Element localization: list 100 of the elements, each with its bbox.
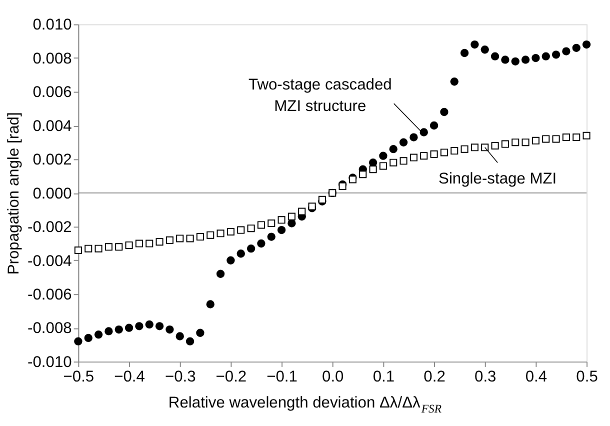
point	[562, 47, 570, 56]
point	[115, 243, 123, 251]
point	[135, 322, 144, 330]
point	[420, 128, 428, 136]
point	[470, 144, 478, 152]
point	[552, 135, 560, 143]
point	[278, 216, 286, 224]
point	[379, 152, 388, 160]
point	[359, 170, 367, 178]
point	[480, 46, 489, 54]
x-tick-label: 0.5	[576, 368, 598, 386]
y-tick-label: 0.004	[32, 118, 72, 135]
point	[84, 334, 92, 342]
point	[552, 50, 560, 59]
point	[582, 132, 590, 140]
x-tick-label: −0.3	[164, 368, 196, 386]
y-tick-label: -0.004	[28, 252, 72, 270]
point	[104, 243, 112, 251]
y-tick-label: -0.002	[28, 219, 72, 236]
annotation: Single-stage MZI	[438, 170, 557, 188]
point	[389, 145, 398, 154]
point	[166, 325, 174, 334]
x-tick-label: 0.3	[474, 368, 496, 386]
point	[268, 220, 276, 228]
point	[410, 154, 418, 162]
point	[379, 162, 387, 170]
point	[125, 241, 133, 249]
y-tick-label: -0.008	[28, 320, 72, 338]
point	[114, 325, 123, 334]
point	[166, 236, 174, 244]
x-tick-label: −0.1	[266, 368, 298, 386]
point	[257, 221, 265, 229]
point	[257, 239, 266, 248]
y-axis-title: Propagation angle [rad]	[6, 112, 23, 275]
point	[572, 134, 580, 142]
point	[186, 234, 194, 242]
point	[206, 231, 214, 239]
point	[246, 244, 256, 253]
point	[146, 240, 154, 248]
point	[277, 226, 286, 234]
point	[460, 48, 469, 58]
x-tick-label: −0.5	[63, 368, 94, 386]
point	[226, 256, 235, 264]
y-tick-label: -0.006	[28, 286, 72, 304]
point	[124, 324, 134, 332]
point	[94, 244, 102, 252]
point	[216, 230, 224, 238]
point	[450, 147, 458, 155]
annotation: Two-stage cascaded MZI structure	[248, 76, 392, 115]
point	[237, 226, 245, 234]
y-tick-label: 0.002	[32, 152, 72, 169]
point	[572, 44, 580, 52]
point	[410, 133, 418, 142]
point	[542, 52, 550, 60]
x-tick-label: −0.2	[216, 368, 247, 386]
point	[390, 158, 398, 166]
point	[84, 244, 92, 252]
point	[196, 328, 204, 337]
point	[104, 327, 113, 336]
point	[135, 240, 143, 248]
point	[247, 224, 255, 232]
point	[74, 337, 82, 346]
point	[206, 300, 214, 308]
y-tick-label: 0.006	[32, 84, 72, 102]
point	[501, 140, 509, 148]
x-tick-label: −0.4	[114, 368, 146, 386]
point	[186, 337, 194, 346]
x-tick-label: 0.2	[424, 368, 446, 386]
point	[176, 234, 184, 242]
point	[440, 148, 448, 156]
point	[450, 78, 458, 86]
point	[74, 246, 82, 254]
point	[176, 332, 184, 340]
point	[430, 150, 438, 158]
y-tick-label: 0.008	[32, 50, 72, 68]
point	[511, 57, 520, 66]
point	[470, 40, 479, 49]
point	[156, 238, 164, 246]
point	[501, 56, 510, 64]
point	[430, 121, 438, 130]
point	[298, 208, 306, 216]
point	[532, 136, 540, 144]
x-tick-label: 0.1	[372, 368, 395, 386]
point	[216, 270, 225, 278]
point	[481, 144, 489, 152]
point	[542, 135, 550, 143]
point	[420, 152, 428, 160]
y-tick-label: 0.010	[32, 16, 72, 34]
point	[521, 56, 530, 64]
point	[399, 138, 408, 146]
point	[145, 320, 154, 329]
point	[532, 54, 540, 62]
point	[236, 250, 245, 258]
point	[400, 157, 408, 165]
point	[491, 142, 499, 150]
point	[582, 40, 591, 49]
point	[369, 166, 377, 174]
x-tick-label: 0.4	[525, 368, 548, 386]
point	[512, 138, 520, 146]
point	[267, 232, 276, 241]
